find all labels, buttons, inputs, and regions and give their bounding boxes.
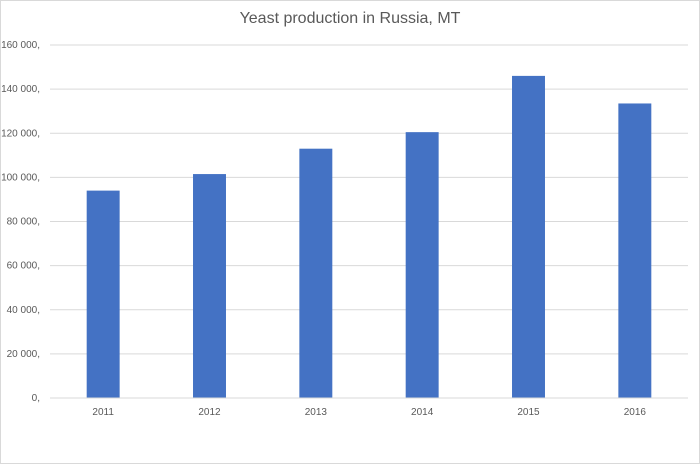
y-tick-label: 0,: [32, 393, 40, 404]
x-tick-label: 2011: [92, 407, 114, 418]
bar-2013: [299, 148, 333, 398]
y-tick-label: 140 000,: [1, 84, 40, 95]
y-tick-label: 160 000,: [1, 40, 40, 51]
y-tick-label: 60 000,: [7, 261, 40, 272]
chart-title: Yeast production in Russia, MT: [239, 10, 461, 27]
y-tick-label: 120 000,: [1, 128, 40, 139]
bar-2015: [512, 75, 545, 398]
gridlines: [50, 44, 688, 399]
bar-2016: [618, 103, 652, 398]
x-tick-label: 2012: [198, 407, 221, 418]
x-axis-ticks: 2011 2012 2013 2014 2015 2016: [92, 407, 646, 418]
x-tick-label: 2013: [305, 407, 328, 418]
y-tick-label: 20 000,: [7, 349, 40, 360]
y-axis-ticks: 0, 20 000, 40 000, 60 000, 80 000, 100 000, 12…: [1, 40, 40, 404]
y-tick-label: 80 000,: [7, 217, 40, 228]
bar-2012: [193, 174, 226, 398]
bars: [86, 75, 652, 398]
bar-2014: [405, 132, 439, 398]
x-tick-label: 2016: [624, 407, 647, 418]
bar-2011: [86, 190, 120, 398]
y-tick-label: 100 000,: [1, 172, 40, 183]
x-tick-label: 2014: [411, 407, 434, 418]
x-tick-label: 2015: [517, 407, 540, 418]
y-tick-label: 40 000,: [7, 305, 40, 316]
